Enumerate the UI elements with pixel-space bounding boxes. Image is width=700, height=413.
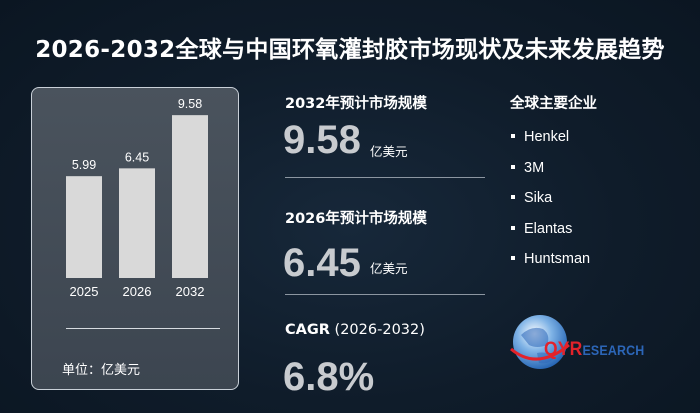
bullet-icon (511, 195, 515, 199)
logo-text-sub: ESEARCH (582, 343, 645, 358)
companies-title: 全球主要企业 (510, 96, 597, 112)
company-name: 3M (524, 159, 545, 176)
company-item: Sika (511, 189, 590, 220)
bar-value-label: 9.58 (178, 97, 202, 111)
page-title: 2026-2032全球与中国环氧灌封胶市场现状及未来发展趋势 (35, 37, 665, 63)
stat-divider-2 (285, 294, 485, 295)
logo-text-main: QYR (544, 339, 583, 360)
bar-value-label: 6.45 (125, 150, 149, 164)
bullet-icon (511, 225, 515, 230)
company-name: Huntsman (524, 251, 591, 267)
x-tick-label: 2025 (70, 284, 99, 299)
bullet-icon (511, 164, 515, 169)
cagr-label: CAGR (2026-2032) (285, 322, 425, 338)
company-name: Elantas (524, 220, 573, 237)
bullet-icon (511, 256, 515, 260)
cagr-period: (2026-2032) (334, 322, 425, 338)
company-name: Sika (524, 190, 553, 206)
company-item: Elantas (511, 220, 590, 251)
market-2026-label: 2026年预计市场规模 (285, 211, 427, 227)
bar-2025 (66, 176, 102, 278)
companies-list: Henkel 3M Sika Elantas Huntsman (511, 128, 590, 281)
company-name: Henkel (524, 129, 570, 145)
bar-2026 (119, 168, 155, 278)
bar-chart: 5.99 2025 6.45 2026 9.58 2032 (66, 97, 208, 299)
cagr-label-text: CAGR (285, 322, 330, 338)
company-item: Huntsman (511, 250, 590, 281)
bullet-icon (511, 134, 515, 138)
company-item: Henkel (511, 128, 590, 159)
bar-chart-card: 5.99 2025 6.45 2026 9.58 2032 单位：亿美元 (31, 87, 239, 390)
market-2026-value: 6.45 (283, 241, 361, 285)
x-tick-label: 2026 (123, 284, 152, 299)
company-item: 3M (511, 159, 590, 190)
logo-text: QYRESEARCH (544, 339, 644, 361)
cagr-value: 6.8% (283, 355, 375, 399)
qyresearch-logo-icon (510, 315, 570, 369)
x-tick-label: 2032 (176, 284, 205, 299)
market-2032-label: 2032年预计市场规模 (285, 96, 427, 112)
bar-value-label: 5.99 (72, 158, 96, 172)
market-2032-unit: 亿美元 (370, 144, 408, 159)
unit-label: 单位：亿美元 (62, 363, 141, 378)
stat-divider-1 (285, 177, 485, 178)
chart-divider (66, 328, 220, 329)
bar-2032 (172, 115, 208, 278)
market-2032-value: 9.58 (283, 118, 361, 162)
market-2026-unit: 亿美元 (370, 261, 408, 276)
